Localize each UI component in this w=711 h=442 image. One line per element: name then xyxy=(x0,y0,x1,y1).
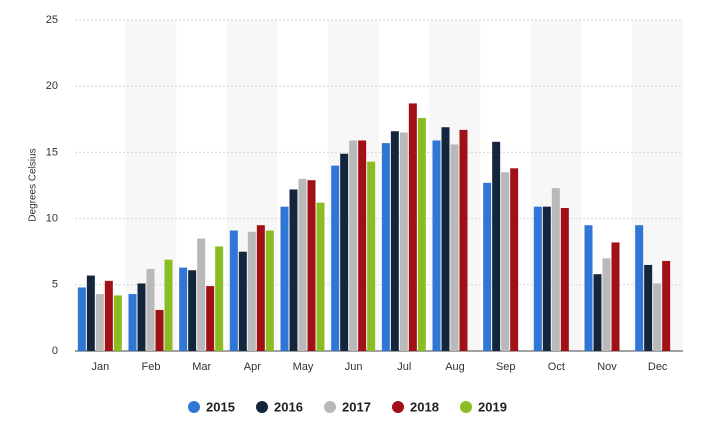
bar xyxy=(188,270,197,351)
bar xyxy=(399,132,408,351)
bar xyxy=(551,188,560,351)
bar xyxy=(408,103,417,351)
bar xyxy=(340,153,349,351)
bar xyxy=(367,161,376,351)
bar xyxy=(459,129,468,351)
x-tick-label: Mar xyxy=(192,361,211,373)
x-tick-label: Dec xyxy=(648,361,668,373)
legend-text[interactable]: 2016 xyxy=(274,399,303,414)
bar xyxy=(381,143,390,351)
legend-text[interactable]: 2017 xyxy=(342,399,371,414)
bar xyxy=(215,246,224,351)
x-tick-label: Jun xyxy=(345,361,363,373)
bar xyxy=(662,260,671,351)
bar xyxy=(206,286,215,351)
legend-marker[interactable] xyxy=(188,401,200,413)
bar xyxy=(316,202,325,351)
bar xyxy=(492,141,501,351)
bar xyxy=(164,259,173,351)
bar xyxy=(229,230,238,351)
x-tick-label: Jul xyxy=(397,361,411,373)
bar xyxy=(155,309,164,351)
bar xyxy=(644,264,653,351)
legend-text[interactable]: 2018 xyxy=(410,399,439,414)
bar xyxy=(441,127,450,351)
bar xyxy=(602,258,611,351)
bar xyxy=(510,168,519,351)
bar xyxy=(86,275,95,351)
bar xyxy=(417,117,426,351)
legend-marker[interactable] xyxy=(324,401,336,413)
bar xyxy=(137,283,146,351)
bar xyxy=(584,225,593,351)
bar xyxy=(349,140,358,351)
x-tick-label: Feb xyxy=(142,361,161,373)
x-tick-label: Oct xyxy=(548,361,565,373)
bar xyxy=(542,206,551,351)
bar xyxy=(265,230,274,351)
bar xyxy=(104,280,113,351)
bar xyxy=(289,189,298,351)
bar xyxy=(331,165,340,351)
y-tick-label: 0 xyxy=(52,345,58,357)
x-tick-label: Nov xyxy=(597,361,617,373)
bar xyxy=(653,283,662,351)
bar xyxy=(390,131,399,351)
bar xyxy=(146,268,155,351)
bar xyxy=(298,178,307,351)
bar xyxy=(128,294,137,351)
x-tick-label: Aug xyxy=(445,361,465,373)
bar xyxy=(197,238,206,351)
bar xyxy=(95,294,104,351)
x-tick-label: May xyxy=(293,361,314,373)
bar xyxy=(560,208,569,351)
bar xyxy=(483,182,492,351)
bar xyxy=(179,267,188,351)
bar xyxy=(77,287,86,351)
bar xyxy=(358,140,367,351)
legend-marker[interactable] xyxy=(256,401,268,413)
bar xyxy=(635,225,644,351)
y-tick-label: 10 xyxy=(46,213,58,225)
bar xyxy=(113,295,122,351)
y-tick-label: 25 xyxy=(46,14,58,26)
bar xyxy=(238,251,247,351)
legend-marker[interactable] xyxy=(392,401,404,413)
x-tick-label: Jan xyxy=(91,361,109,373)
y-tick-label: 5 xyxy=(52,279,58,291)
bar xyxy=(432,140,441,351)
legend-text[interactable]: 2015 xyxy=(206,399,235,414)
bar xyxy=(450,144,459,351)
bar xyxy=(280,206,289,351)
bar xyxy=(307,180,316,351)
y-tick-label: 15 xyxy=(46,146,58,158)
bar xyxy=(501,172,510,351)
y-tick-label: 20 xyxy=(46,80,58,92)
x-tick-label: Apr xyxy=(244,361,261,373)
bar xyxy=(533,206,542,351)
legend-marker[interactable] xyxy=(460,401,472,413)
bar xyxy=(593,274,602,351)
bar xyxy=(247,231,256,351)
bar xyxy=(256,225,265,351)
bar xyxy=(611,242,620,351)
legend-text[interactable]: 2019 xyxy=(478,399,507,414)
x-tick-label: Sep xyxy=(496,361,516,373)
y-axis-label: Degrees Celsius xyxy=(28,148,39,221)
